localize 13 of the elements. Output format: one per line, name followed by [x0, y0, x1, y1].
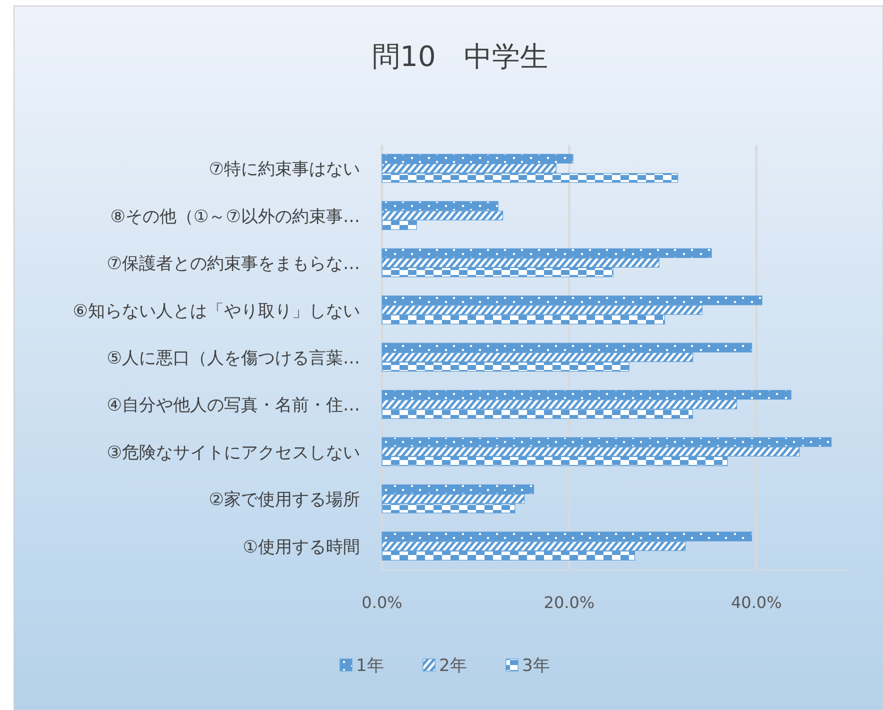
xtick: 0.0%	[362, 593, 402, 612]
category: ①使用する時間	[242, 537, 360, 558]
xtick: 40.0%	[730, 593, 782, 612]
category: ④自分や他人の写真・名前・住…	[106, 396, 360, 416]
category: ⑧その他（①～⑦以外の約束事…	[110, 206, 360, 227]
category: ②家で使用する場所	[208, 490, 360, 510]
category: ③危険なサイトにアクセスしない	[106, 442, 360, 463]
category: ⑦特に約束事はない	[208, 160, 360, 180]
category: ⑥知らない人とは「やり取り」しない	[72, 301, 360, 322]
category: ⑤人に悪口（人を傷つける言葉…	[106, 348, 360, 368]
category: ⑦保護者との約束事をまもらな…	[106, 254, 360, 274]
title: 問10 中学生	[372, 40, 548, 73]
xtick: 20.0%	[544, 593, 595, 612]
